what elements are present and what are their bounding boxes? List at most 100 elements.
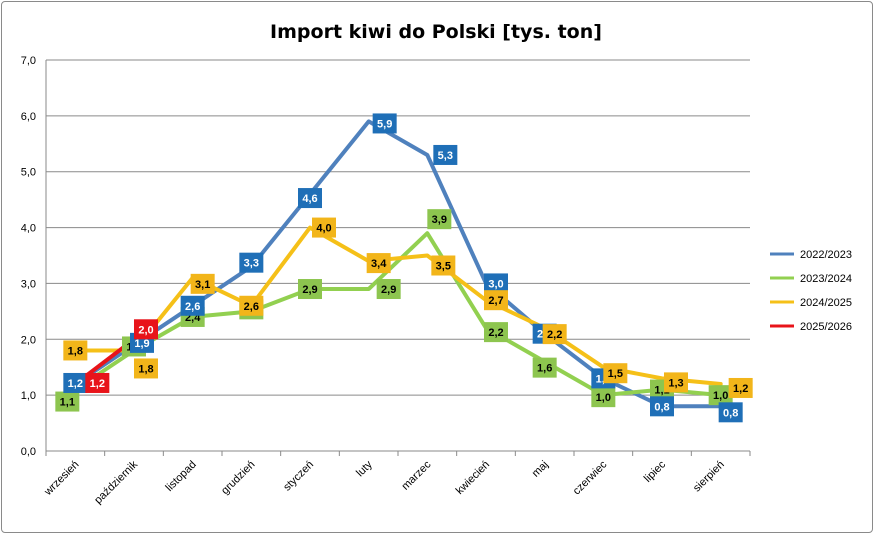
legend-label: 2025/2026 <box>800 321 852 333</box>
data-label-box <box>664 372 688 393</box>
data-label-text: 2,9 <box>302 284 317 296</box>
legend-label: 2024/2025 <box>800 297 852 309</box>
data-label-text: 2,6 <box>185 301 200 313</box>
data-label-box <box>532 357 557 378</box>
y-tick-label: 3,0 <box>21 278 36 290</box>
data-label-box <box>650 396 674 417</box>
x-tick-label: listopad <box>163 459 198 494</box>
data-label-box <box>372 113 397 134</box>
data-label-text: 4,6 <box>302 193 317 205</box>
data-label-text: 1,9 <box>134 338 149 350</box>
data-label: 1,2 <box>63 372 88 393</box>
data-label-box <box>239 295 264 316</box>
data-label-box <box>134 358 158 379</box>
legend-item: 2025/2026 <box>770 321 852 333</box>
data-label: 1,2 <box>728 377 753 398</box>
data-label-text: 3,3 <box>244 258 259 270</box>
x-tick-label: luty <box>354 458 375 479</box>
x-tick-label: marzec <box>399 458 433 492</box>
data-label-text: 1,0 <box>596 392 611 404</box>
data-label: 5,3 <box>433 144 458 165</box>
data-label-text: 1,2 <box>733 383 748 395</box>
data-label: 1,0 <box>708 385 733 406</box>
series-line-2024-2025 <box>73 225 723 386</box>
data-label-text: 1,0 <box>713 390 728 402</box>
legend-item: 2023/2024 <box>770 273 852 285</box>
data-label-text: 2,0 <box>138 324 153 336</box>
data-label-box <box>85 372 110 393</box>
data-label-text: 1,2 <box>68 378 83 390</box>
data-label: 3,5 <box>431 255 456 276</box>
data-label-box <box>134 319 158 340</box>
y-tick-label: 2,0 <box>21 334 36 346</box>
x-tick-label: lipiec <box>642 458 669 485</box>
data-label: 2,6 <box>239 295 264 316</box>
data-label-box <box>239 252 264 273</box>
data-label-text: 2,6 <box>244 301 259 313</box>
x-tick-label: sierpień <box>691 459 727 495</box>
data-label-text: 2,2 <box>547 329 562 341</box>
data-label: 1,2 <box>85 372 110 393</box>
data-label-text: 1,3 <box>668 377 683 389</box>
data-label-box <box>63 372 88 393</box>
data-label: 3,1 <box>190 273 215 294</box>
data-label-text: 1,8 <box>138 363 153 375</box>
data-label-box <box>718 402 743 423</box>
data-label-box <box>298 188 322 209</box>
data-label-text: 1,6 <box>537 363 552 375</box>
legend-item: 2022/2023 <box>770 249 852 261</box>
data-label-box <box>603 363 628 384</box>
data-label: 1,3 <box>664 372 688 393</box>
x-tick-label: maj <box>530 459 551 480</box>
data-label: 3,0 <box>484 273 508 294</box>
data-label: 1,5 <box>603 363 628 384</box>
data-label: 0,8 <box>718 402 743 423</box>
data-label-text: 1,1 <box>60 397 75 409</box>
y-axis: 0,0 1,0 2,0 3,0 4,0 5,0 6,0 7,0 <box>21 55 47 458</box>
data-label: 1,8 <box>134 358 158 379</box>
data-label-box <box>728 377 753 398</box>
data-label-box <box>542 324 567 345</box>
data-label: 2,2 <box>542 324 567 345</box>
legend-label: 2023/2024 <box>800 273 852 285</box>
data-label: 4,6 <box>298 188 322 209</box>
data-label-box <box>376 279 401 300</box>
data-label: 1,1 <box>55 391 80 412</box>
data-label-text: 5,9 <box>377 118 392 130</box>
data-label-box <box>55 391 80 412</box>
x-tick-label: styczeń <box>281 459 316 494</box>
x-tick-label: kwiecień <box>454 459 492 497</box>
data-label-box <box>591 387 616 408</box>
data-label-text: 0,8 <box>723 407 738 419</box>
x-tick-label: październik <box>92 458 140 506</box>
data-label-text: 3,4 <box>371 258 387 270</box>
data-label-box <box>427 209 452 230</box>
data-label-text: 3,0 <box>488 278 503 290</box>
data-label-text: 2,9 <box>381 284 396 296</box>
data-label-box <box>484 273 508 294</box>
data-label-box <box>63 340 88 361</box>
data-label: 4,0 <box>312 217 336 238</box>
x-tick-label: czerwiec <box>571 458 610 497</box>
data-label: 2,0 <box>134 319 158 340</box>
y-tick-label: 1,0 <box>21 390 36 402</box>
data-label: 3,9 <box>427 209 452 230</box>
data-label: 2,6 <box>180 295 205 316</box>
data-label-box <box>484 322 508 343</box>
data-label: 3,3 <box>239 252 264 273</box>
data-label-text: 2,7 <box>488 295 503 307</box>
data-label-box <box>708 385 733 406</box>
data-label: 1,0 <box>591 387 616 408</box>
data-label: 2,9 <box>376 279 401 300</box>
data-label-text: 3,9 <box>432 214 447 226</box>
data-label-box <box>312 217 336 238</box>
y-tick-label: 7,0 <box>21 55 36 67</box>
data-label: 5,9 <box>372 113 397 134</box>
data-label-box <box>366 253 391 274</box>
data-label-text: 1,2 <box>90 378 105 390</box>
data-label-text: 3,1 <box>195 279 210 291</box>
data-label-box <box>298 279 322 300</box>
data-label-text: 0,8 <box>654 401 669 413</box>
y-tick-label: 6,0 <box>21 111 36 123</box>
data-label-box <box>190 273 215 294</box>
